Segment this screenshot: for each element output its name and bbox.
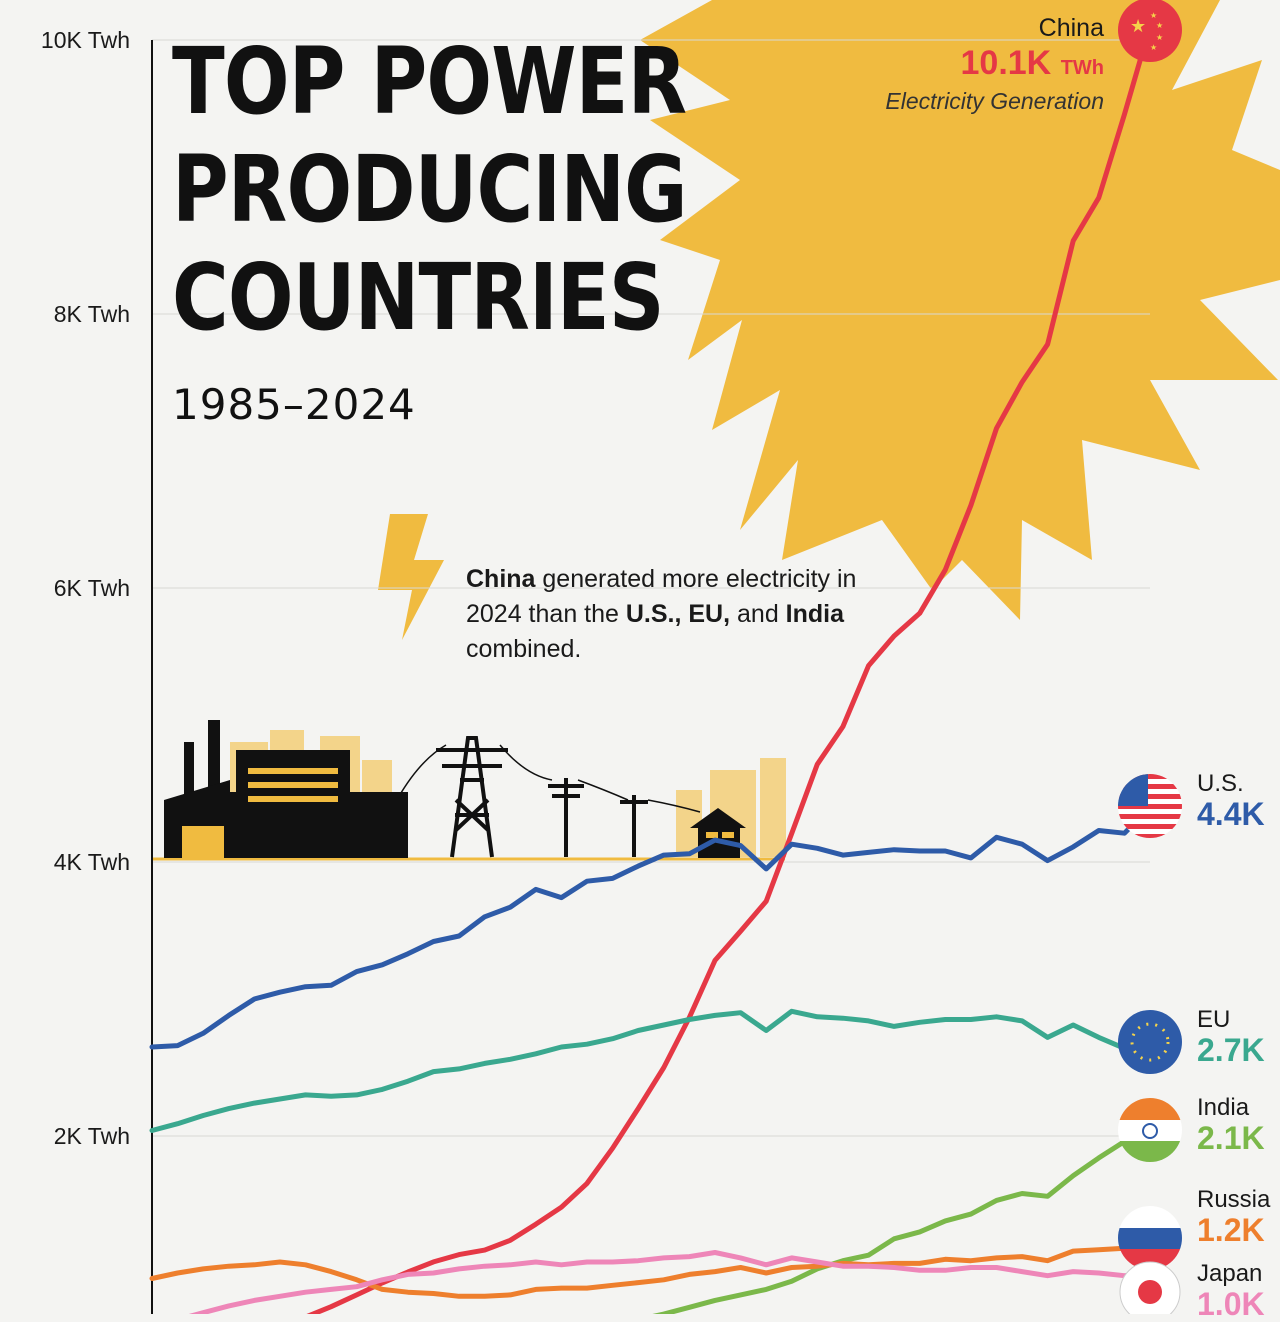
- china-flag-icon: ★ ★ ★ ★ ★: [1118, 0, 1182, 62]
- annotation-bold: China: [466, 565, 536, 593]
- transmission-tower-icon: [436, 736, 508, 858]
- svg-text:★: ★: [1156, 21, 1163, 30]
- power-lines: [397, 744, 701, 813]
- y-axis-ticks: 2K Twh 4K Twh 6K Twh 8K Twh 10K Twh: [41, 27, 130, 1149]
- legend-name: Russia: [1197, 1186, 1271, 1213]
- legend-label-india: India 2.1K: [1197, 1094, 1265, 1156]
- power-plant-icon: [164, 720, 408, 858]
- china-callout-value: 10.1K TWh: [885, 43, 1105, 88]
- legend-name: Japan: [1197, 1260, 1263, 1287]
- legend-name: U.S.: [1197, 770, 1244, 797]
- annotation-span: and: [730, 600, 786, 628]
- title-line: TOP POWER: [172, 28, 687, 135]
- legend-label-eu: EU 2.7K: [1197, 1006, 1265, 1068]
- series-line-india: [652, 1119, 1153, 1314]
- series-line-us: [149, 804, 1153, 1050]
- legend-label-japan: Japan 1.0K: [1197, 1260, 1265, 1322]
- annotation-bold: U.S., EU,: [625, 600, 731, 628]
- legend-value: 1.0K: [1197, 1286, 1265, 1322]
- series-line-eu: [149, 1008, 1153, 1133]
- annotation-text: China generated more electricity in 2024…: [466, 562, 886, 667]
- svg-text:★: ★: [1150, 11, 1157, 20]
- chart-title: TOP POWER PRODUCING COUNTRIES: [172, 28, 688, 352]
- lightning-bolt-icon: [378, 514, 444, 640]
- eu-flag-icon: [1118, 1010, 1182, 1074]
- annotation-span: generated more electricity in 2024 than …: [466, 565, 857, 628]
- china-callout-number: 10.1K: [960, 44, 1052, 82]
- utility-pole-icon: [548, 778, 648, 857]
- title-line: COUNTRIES: [172, 244, 665, 351]
- series-line-japan: [188, 1250, 1153, 1314]
- japan-flag-icon: [1119, 1261, 1181, 1314]
- legend-name: India: [1197, 1094, 1250, 1121]
- legend-value: 2.1K: [1197, 1120, 1265, 1156]
- chart-subtitle: 1985–2024: [172, 380, 416, 429]
- china-callout-name: China: [1038, 14, 1104, 42]
- china-callout: China 10.1K TWh Electricity Generation: [885, 14, 1104, 115]
- russia-flag-icon: [1118, 1206, 1182, 1270]
- y-tick-label: 10K Twh: [41, 27, 130, 53]
- series-group: [149, 23, 1153, 1314]
- china-callout-desc: Electricity Generation: [885, 88, 1104, 114]
- india-flag-icon: [1118, 1098, 1182, 1162]
- gridlines: [152, 39, 1150, 1137]
- svg-text:★: ★: [1156, 33, 1163, 42]
- legend-label-us: U.S. 4.4K: [1197, 770, 1265, 832]
- y-tick-label: 4K Twh: [54, 849, 130, 875]
- y-tick-label: 6K Twh: [54, 575, 130, 601]
- legend-label-russia: Russia 1.2K: [1197, 1186, 1271, 1248]
- y-tick-label: 8K Twh: [54, 301, 130, 327]
- legend-value: 2.7K: [1197, 1032, 1265, 1068]
- china-callout-unit: TWh: [1060, 57, 1104, 79]
- legend-value: 1.2K: [1197, 1212, 1265, 1248]
- legend-name: EU: [1197, 1006, 1231, 1033]
- series-line-china: [306, 23, 1153, 1314]
- legend-value: 4.4K: [1197, 796, 1265, 832]
- us-flag-icon: [1118, 774, 1182, 838]
- sun-burst-shape: [640, 0, 1280, 620]
- annotation-bold: India: [785, 600, 845, 628]
- title-line: PRODUCING: [172, 136, 688, 243]
- svg-text:★: ★: [1130, 16, 1146, 37]
- series-line-russia: [149, 1243, 1153, 1299]
- y-tick-label: 2K Twh: [54, 1123, 130, 1149]
- annotation-span: combined.: [466, 635, 582, 663]
- svg-text:★: ★: [1150, 43, 1157, 52]
